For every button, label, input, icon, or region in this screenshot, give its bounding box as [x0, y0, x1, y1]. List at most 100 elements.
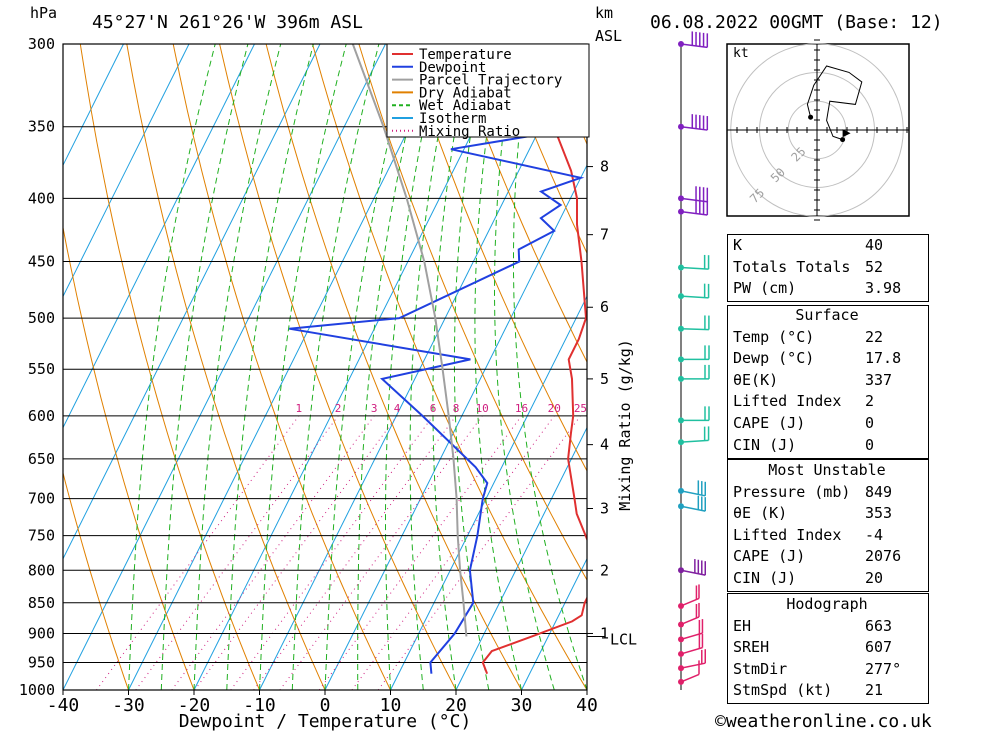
table-row: CAPE (J) 0 — [727, 413, 927, 435]
row-value: 21 — [865, 681, 884, 700]
table-section-title: Surface — [795, 306, 859, 324]
km-tick-label: 5 — [600, 370, 609, 388]
mixing-ratio-line — [230, 415, 434, 690]
row-value: 3.98 — [865, 279, 902, 298]
wet-adiabat-line — [128, 44, 216, 690]
pressure-tick-label: 600 — [28, 407, 55, 425]
isotherm-line — [324, 164, 587, 690]
table-row: CIN (J) 20 — [727, 568, 927, 590]
hodograph-unit: kt — [733, 46, 749, 61]
datetime: 06.08.2022 00GMT (Base: 12) — [650, 12, 943, 33]
legend-label: Wet Adiabat — [419, 98, 512, 114]
table-row: CIN (J) 0 — [727, 435, 927, 457]
x-tick-label: -20 — [178, 695, 211, 716]
mixing-ratio-line — [318, 415, 522, 690]
isotherm-line — [455, 426, 587, 690]
mixing-ratio-line — [253, 415, 457, 690]
row-label: θE (K) — [733, 504, 788, 523]
row-label: CIN (J) — [733, 435, 797, 454]
legend-label: Parcel Trajectory — [419, 73, 562, 89]
wet-adiabat-line — [324, 44, 413, 690]
isotherm-line — [63, 44, 321, 560]
row-value: 20 — [865, 568, 884, 587]
row-value: 0 — [865, 413, 875, 432]
x-tick-label: -30 — [112, 695, 145, 716]
table-section-title: Hodograph — [786, 595, 868, 613]
series-line-parcel-trajectory — [351, 44, 468, 637]
dry-adiabat-line — [126, 44, 326, 690]
mixing-ratio-label: 3 — [371, 402, 378, 415]
wind-barb — [680, 673, 700, 683]
wet-adiabat-line — [357, 44, 427, 690]
mixing-ratio-label: 16 — [515, 402, 528, 415]
row-label: Lifted Index — [733, 392, 842, 411]
table-row: StmSpd (kt) 21 — [727, 680, 927, 702]
pressure-tick-label: 400 — [28, 189, 55, 207]
km-tick-label: 8 — [600, 158, 609, 176]
x-tick-label: 30 — [511, 695, 533, 716]
dry-adiabat-line — [63, 224, 195, 690]
row-value: 337 — [865, 370, 893, 389]
row-label: StmSpd (kt) — [733, 681, 833, 700]
km-tick-label: 6 — [600, 298, 609, 316]
pressure-tick-label: 500 — [28, 309, 55, 327]
wind-barb — [680, 632, 703, 641]
mixing-ratio-label: 2 — [335, 402, 342, 415]
legend-label: Dry Adiabat — [419, 85, 512, 101]
wind-barb — [680, 646, 703, 655]
row-value: 52 — [865, 257, 884, 276]
isotherm-line — [521, 557, 587, 690]
row-label: CAPE (J) — [733, 413, 806, 432]
mixing-ratio-line — [135, 415, 339, 690]
lcl-label: LCL — [610, 630, 637, 648]
mixing-ratio-label: 25 — [574, 402, 587, 415]
km-label: km — [595, 4, 613, 22]
legend-box — [386, 43, 590, 138]
pressure-tick-label: 450 — [28, 253, 55, 271]
row-label: Pressure (mb) — [733, 482, 851, 501]
pressure-tick-label: 1000 — [19, 681, 55, 699]
mixing-ratio-line — [351, 415, 555, 690]
dry-adiabat-line — [404, 44, 587, 472]
row-value: 17.8 — [865, 349, 902, 368]
row-label: CAPE (J) — [733, 547, 806, 566]
asl-label: ASL — [595, 27, 622, 45]
mixing-ratio-label: 1 — [295, 402, 302, 415]
x-tick-label: -10 — [243, 695, 276, 716]
wet-adiabat-line — [160, 44, 249, 690]
table-row: CAPE (J) 2076 — [727, 546, 927, 568]
row-label: SREH — [733, 638, 770, 657]
pressure-tick-label: 800 — [28, 561, 55, 579]
isotherm-line — [259, 44, 583, 690]
pressure-tick-label: 550 — [28, 360, 55, 378]
legend-label: Isotherm — [419, 111, 486, 127]
table-row: Lifted Index 2 — [727, 391, 927, 413]
mixing-ratio-line — [194, 415, 398, 690]
row-value: 607 — [865, 638, 893, 657]
hodograph-table: Hodograph EH 663 SREH 607 StmDir 277° StmSpd (k… — [727, 594, 927, 702]
row-label: Totals Totals — [733, 257, 851, 276]
table-row: Dewp (°C) 17.8 — [727, 348, 927, 370]
table-row: θE(K) 337 — [727, 370, 927, 392]
km-tick-label: 2 — [600, 561, 609, 579]
wet-adiabat-line — [513, 44, 587, 690]
mixing-ratio-line — [279, 415, 483, 690]
row-value: 353 — [865, 504, 893, 523]
table-row: Totals Totals 52 — [727, 257, 927, 279]
dry-adiabat-line — [497, 44, 587, 255]
dry-adiabat-line — [79, 44, 260, 690]
surface-table: Surface Temp (°C) 22 Dewp (°C) 17.8 θE(K) 337 L… — [727, 305, 927, 456]
table-row: EH 663 — [727, 616, 927, 638]
km-tick-label: 4 — [600, 436, 609, 454]
table-row: K 40 — [727, 235, 927, 257]
dry-adiabat-line — [63, 470, 129, 690]
wind-barb — [680, 597, 700, 607]
wind-barbs — [678, 31, 710, 690]
table-row: SREH 607 — [727, 637, 927, 659]
hodograph-index-box — [727, 593, 929, 704]
row-value: 2 — [865, 392, 875, 411]
pressure-tick-label: 750 — [28, 527, 55, 545]
row-label: CIN (J) — [733, 568, 797, 587]
wet-adiabat-line — [493, 44, 555, 690]
